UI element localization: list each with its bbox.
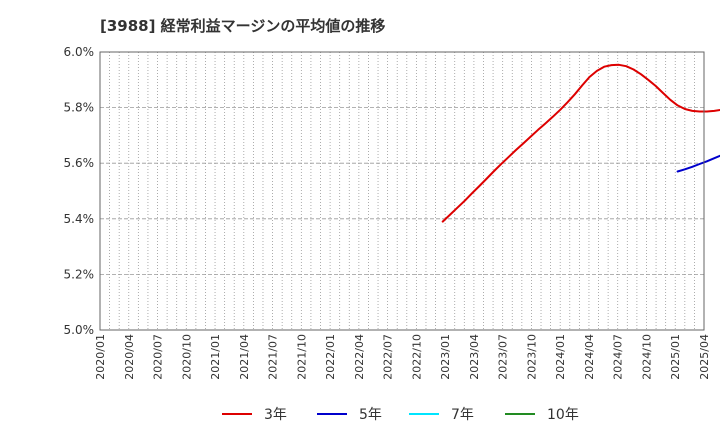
x-tick-label: 2021/07 (267, 334, 280, 380)
x-tick-label: 2021/04 (238, 334, 251, 380)
plot-frame (99, 51, 705, 331)
y-tick-label: 5.8% (64, 101, 95, 115)
legend-label: 7年 (451, 407, 474, 423)
x-tick-label: 2024/07 (612, 334, 625, 380)
legend-label: 5年 (359, 407, 382, 423)
x-tick-label: 2023/10 (525, 334, 538, 380)
x-tick-label: 2024/04 (583, 334, 596, 380)
x-tick-label: 2022/04 (353, 334, 366, 380)
x-tick-label: 2025/01 (669, 334, 682, 380)
x-tick-label: 2021/01 (209, 334, 222, 380)
x-tick-label: 2023/01 (439, 334, 452, 380)
x-tick-label: 2024/10 (640, 334, 653, 380)
x-tick-label: 2023/07 (497, 334, 510, 380)
series-line (676, 154, 720, 173)
x-tick-label: 2024/01 (554, 334, 567, 380)
y-tick-label: 5.2% (64, 267, 95, 281)
grid (100, 51, 705, 331)
y-tick-label: 5.0% (64, 323, 95, 337)
y-tick-label: 6.0% (64, 45, 95, 59)
legend-label: 10年 (547, 407, 579, 423)
series-layer (441, 63, 720, 223)
x-tick-label: 2023/04 (468, 334, 481, 380)
x-tick-label: 2025/04 (698, 334, 711, 380)
x-tick-label: 2020/07 (152, 334, 165, 380)
legend: 3年 5年 7年 10年 (222, 407, 579, 423)
x-tick-label: 2020/04 (123, 334, 136, 380)
y-tick-label: 5.4% (64, 212, 95, 226)
chart-title: [3988] 経常利益マージンの平均値の推移 (100, 17, 385, 35)
x-tick-label: 2022/07 (382, 334, 395, 380)
series-line (441, 63, 720, 223)
x-tick-label: 2021/10 (295, 334, 308, 380)
y-axis-ticks: 5.0% 5.2% 5.4% 5.6% 5.8% 6.0% (64, 45, 95, 337)
x-tick-label: 2022/01 (324, 334, 337, 380)
y-tick-label: 5.6% (64, 156, 95, 170)
x-tick-label: 2022/10 (410, 334, 423, 380)
plot-area (100, 52, 704, 330)
x-tick-label: 2020/10 (180, 334, 193, 380)
x-tick-label: 2020/01 (94, 334, 107, 380)
legend-label: 3年 (264, 407, 287, 423)
x-axis-ticks: 2020/01 2020/04 2020/07 2020/10 2021/01 2021/… (94, 334, 711, 380)
